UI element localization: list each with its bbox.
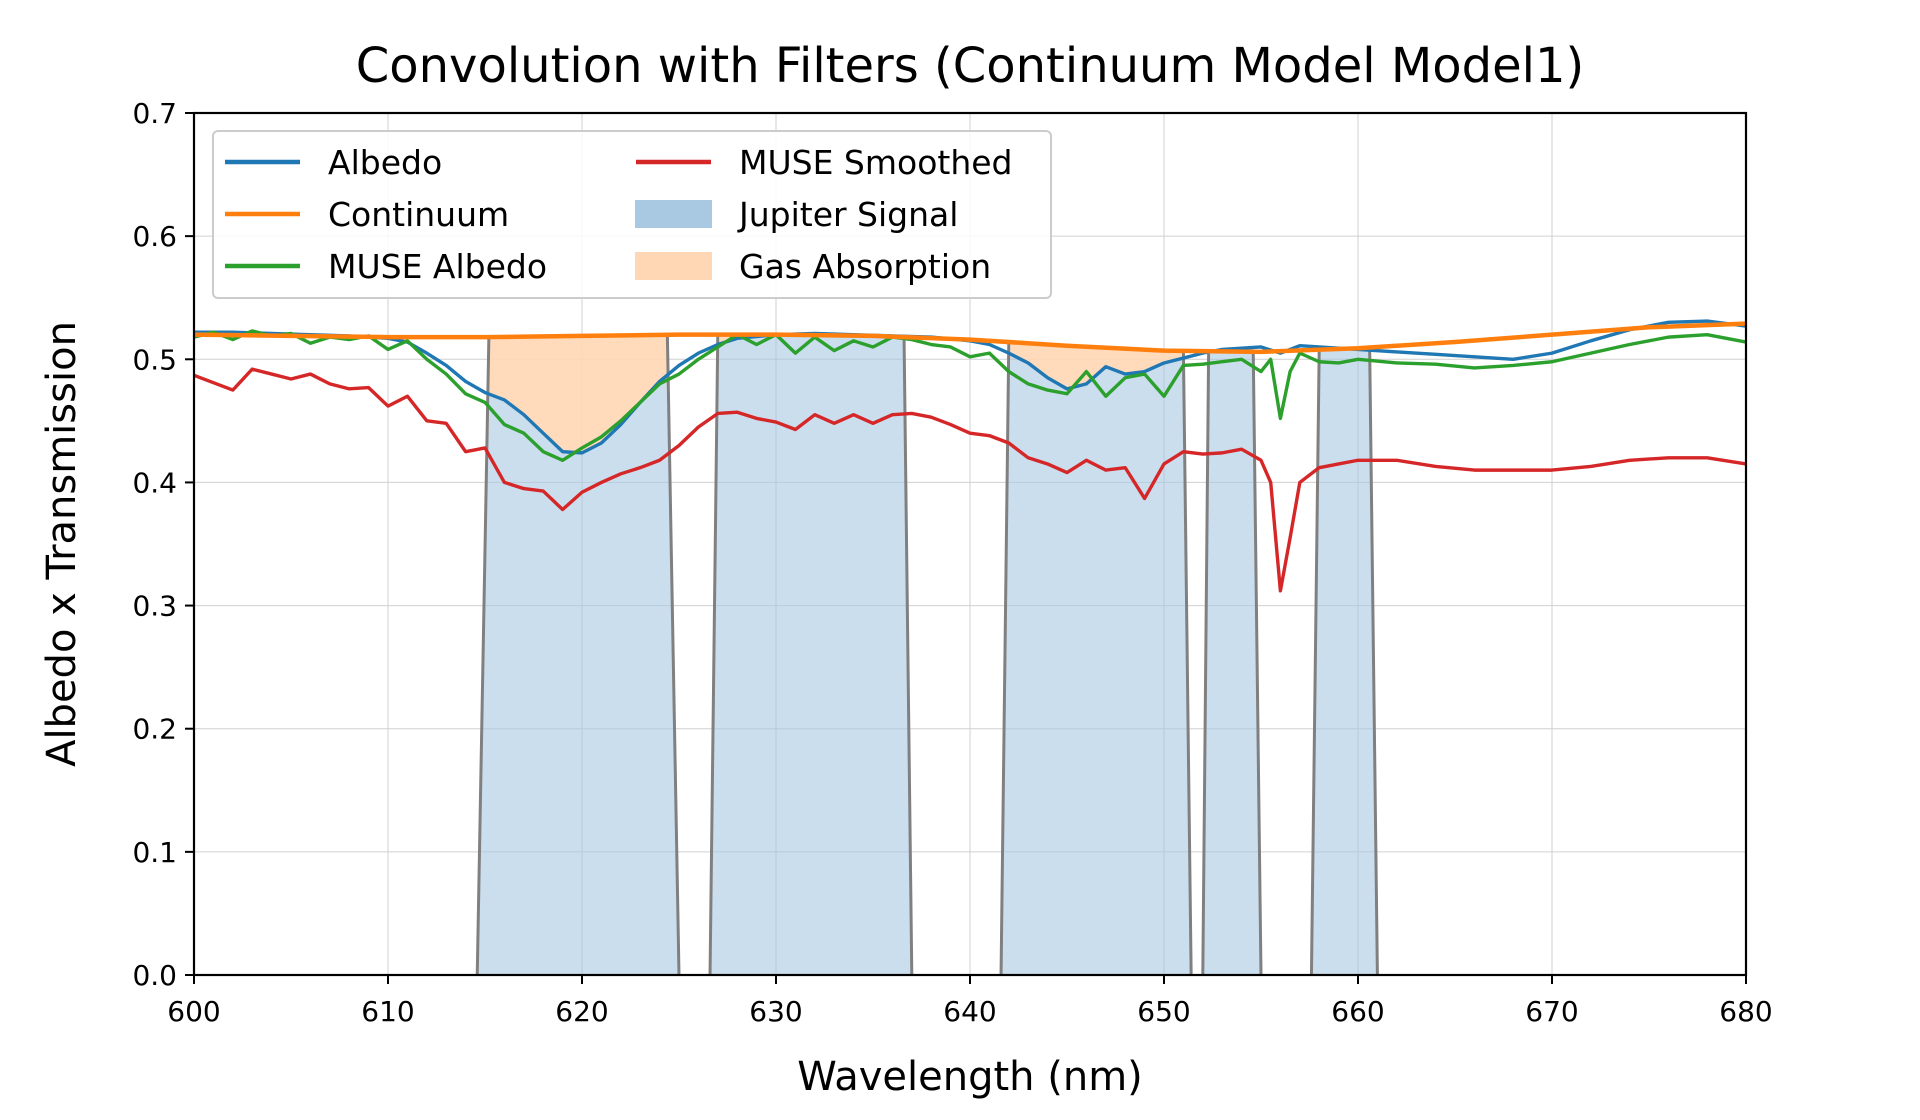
x-tick-label: 680: [1719, 995, 1772, 1028]
jupiter-signal-fill-1: [477, 375, 679, 976]
y-tick-label: 0.7: [132, 97, 177, 130]
filter-edge-left-3: [999, 342, 1011, 976]
y-axis-label: Albedo x Transmission: [39, 321, 85, 767]
x-axis-label: Wavelength (nm): [797, 1054, 1143, 1100]
filter-edge-right-1: [665, 334, 681, 976]
y-tick-label: 0.6: [132, 220, 177, 253]
filter-edge-right-2: [902, 337, 914, 976]
x-tick-label: 600: [167, 995, 220, 1028]
legend-label-albedo: Albedo: [328, 143, 442, 182]
filter-edge-right-3: [1181, 350, 1193, 976]
jupiter-signal-fill-5: [1311, 347, 1378, 976]
x-tick-label: 620: [555, 995, 608, 1028]
jupiter-signal-fill-2: [710, 333, 912, 975]
x-tick-label: 650: [1137, 995, 1190, 1028]
y-tick-label: 0.3: [132, 590, 177, 623]
legend-label-jupiter: Jupiter Signal: [737, 195, 958, 234]
x-tick-label: 610: [361, 995, 414, 1028]
filter-edge-left-5: [1309, 349, 1321, 976]
x-tick-label: 660: [1331, 995, 1384, 1028]
legend-label-muse-albedo: MUSE Albedo: [328, 247, 547, 286]
legend-label-continuum: Continuum: [328, 195, 509, 234]
legend-label-muse-smoothed: MUSE Smoothed: [739, 143, 1013, 182]
jupiter-signal-fill-3: [1001, 354, 1192, 975]
legend-label-gas: Gas Absorption: [739, 247, 991, 286]
filter-edge-left-2: [708, 334, 720, 976]
jupiter-signal-fill-4: [1202, 347, 1261, 976]
x-tick-label: 640: [943, 995, 996, 1028]
y-tick-label: 0.5: [132, 343, 177, 376]
y-tick-label: 0.1: [132, 836, 177, 869]
y-tick-label: 0.0: [132, 959, 177, 992]
legend: Albedo Continuum MUSE Albedo MUSE Smoothed J…: [212, 130, 1052, 299]
legend-patch-jupiter: [635, 200, 712, 228]
filter-edge-right-5: [1368, 347, 1379, 976]
filter-edge-left-1: [475, 337, 491, 976]
series-line-muse-smoothed: [193, 367, 1747, 593]
chart-title: Convolution with Filters (Continuum Mode…: [356, 38, 1585, 94]
x-tick-label: 630: [749, 995, 802, 1028]
x-tick-label: 670: [1525, 995, 1578, 1028]
axis-ticks: 600 610 620 630 640 650 660 670 680 0.0 0.1 0.2 0.3 0…: [132, 97, 1772, 1028]
series-lines: [193, 319, 1747, 593]
legend-patch-gas: [635, 252, 712, 280]
y-tick-label: 0.2: [132, 713, 177, 746]
legend-box: [212, 130, 1052, 299]
series-line-continuum: [193, 321, 1747, 355]
signal-fills: [477, 333, 1378, 976]
y-tick-label: 0.4: [132, 466, 177, 499]
